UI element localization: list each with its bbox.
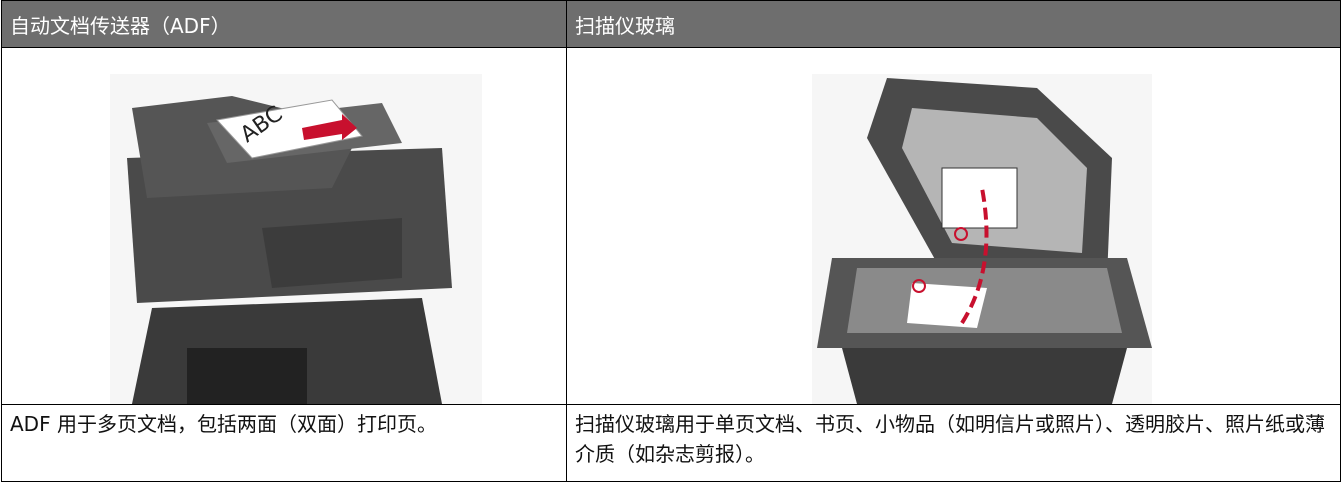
image-cell — [566, 47, 1341, 405]
header-cell: 自动文档传送器（ADF） — [1, 0, 567, 48]
description-row: ADF 用于多页文档，包括两面（双面）打印页。 扫描仪玻璃用于单页文档、书页、小… — [1, 404, 1341, 482]
adf-illustration: ABC — [110, 74, 482, 404]
scanner-glass-illustration — [812, 74, 1152, 404]
description-cell: 扫描仪玻璃用于单页文档、书页、小物品（如明信片或照片）、透明胶片、照片纸或薄介质… — [566, 404, 1341, 482]
image-row: ABC — [1, 47, 1341, 405]
image-cell: ABC — [1, 47, 567, 405]
header-cell: 扫描仪玻璃 — [566, 0, 1341, 48]
header-row: 自动文档传送器（ADF） 扫描仪玻璃 — [1, 0, 1341, 48]
description-cell: ADF 用于多页文档，包括两面（双面）打印页。 — [1, 404, 567, 482]
